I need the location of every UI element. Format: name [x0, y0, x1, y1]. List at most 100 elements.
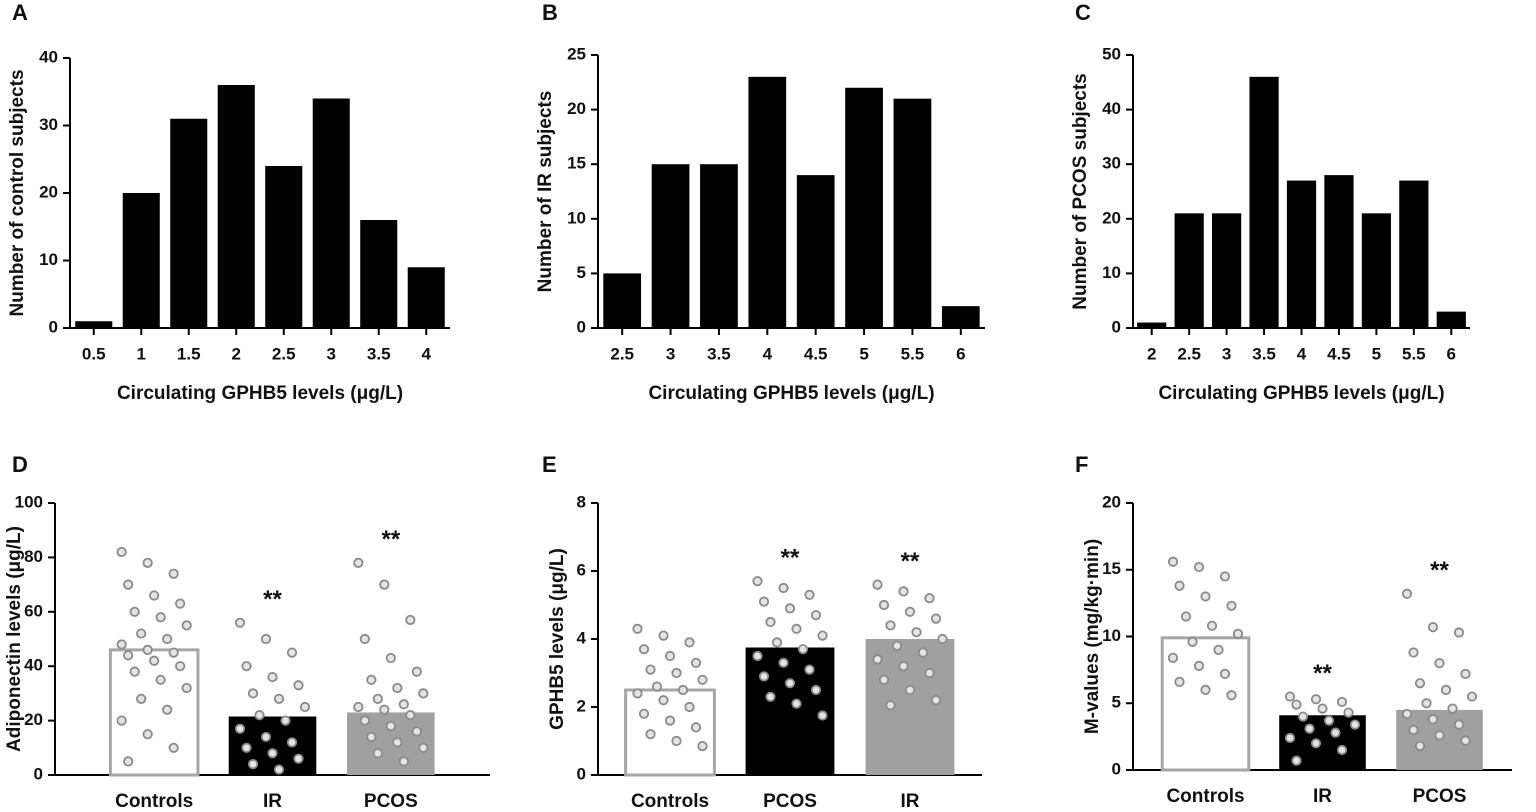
- data-point: [398, 756, 409, 767]
- data-point: [353, 557, 364, 568]
- data-point: [1200, 591, 1211, 602]
- x-tick-label: 2: [1147, 344, 1156, 363]
- x-tick-label: 5.5: [901, 344, 925, 363]
- data-point: [937, 633, 948, 645]
- x-tick-label: 2.5: [1177, 344, 1201, 363]
- data-point: [175, 661, 186, 672]
- data-point: [418, 688, 429, 699]
- significance: **: [381, 526, 400, 553]
- data-point: [778, 582, 789, 594]
- data-point: [392, 737, 403, 748]
- data-point: [1219, 571, 1231, 582]
- data-point: [372, 748, 383, 759]
- data-point: [1401, 588, 1413, 599]
- x-tick-label: IR: [1313, 786, 1332, 807]
- data-point: [1434, 730, 1445, 741]
- data-point: [234, 723, 246, 734]
- panel-letter: B: [542, 0, 558, 25]
- data-point: [810, 610, 822, 621]
- data-point: [168, 647, 179, 658]
- data-point: [385, 652, 396, 664]
- x-tick-label: IR: [263, 791, 282, 812]
- x-axis-label: Circulating GPHB5 levels (μg/L): [1158, 383, 1444, 404]
- bar: [75, 321, 113, 328]
- data-point: [651, 681, 663, 692]
- x-axis-label: Circulating GPHB5 levels (μg/L): [648, 383, 934, 404]
- data-point: [142, 729, 153, 740]
- bar: [1174, 213, 1204, 328]
- data-point: [181, 682, 192, 694]
- y-tick-label: 0: [49, 317, 58, 336]
- y-tick-label: 6: [577, 560, 586, 579]
- data-point: [671, 667, 682, 679]
- data-point: [885, 620, 896, 631]
- data-point: [1336, 696, 1348, 708]
- x-tick-label: PCOS: [763, 791, 817, 812]
- data-point: [1167, 652, 1179, 663]
- data-point: [1434, 658, 1445, 669]
- data-point: [267, 671, 278, 683]
- data-point: [411, 726, 422, 737]
- data-point: [162, 704, 173, 715]
- data-point: [797, 644, 809, 655]
- bar: [170, 118, 208, 328]
- data-point: [241, 742, 252, 753]
- y-tick-label: 15: [567, 154, 586, 173]
- data-point: [286, 737, 298, 748]
- bar: [1324, 175, 1354, 328]
- data-point: [1349, 719, 1361, 730]
- data-point: [260, 731, 272, 743]
- bar: [265, 166, 303, 328]
- data-point: [1180, 611, 1192, 622]
- data-point: [638, 644, 650, 655]
- x-tick-label: 4.5: [1327, 344, 1351, 363]
- data-point: [1310, 738, 1322, 749]
- data-point: [129, 606, 140, 617]
- data-point: [293, 753, 304, 764]
- data-point: [1226, 600, 1237, 611]
- data-point: [1401, 708, 1413, 720]
- y-tick-label: 20: [39, 182, 58, 201]
- data-point: [247, 688, 259, 699]
- data-point: [878, 674, 890, 685]
- y-tick-label: 10: [1102, 263, 1121, 282]
- data-point: [353, 701, 364, 713]
- data-point: [1304, 723, 1315, 734]
- data-point: [1427, 714, 1439, 725]
- bar: [1286, 180, 1317, 328]
- data-point: [149, 590, 160, 601]
- x-tick-label: 2.5: [610, 344, 634, 363]
- panel-letter: F: [1075, 452, 1088, 477]
- data-point: [632, 623, 643, 634]
- y-tick-label: 25: [567, 44, 586, 63]
- data-point: [1408, 647, 1419, 658]
- data-point: [411, 666, 422, 677]
- x-tick-label: Controls: [115, 791, 193, 812]
- x-tick-label: 3: [327, 344, 336, 363]
- bar: [1361, 213, 1391, 328]
- data-point: [872, 654, 883, 665]
- y-tick-label: 0: [577, 317, 586, 336]
- data-point: [1317, 703, 1328, 714]
- data-point: [1323, 715, 1335, 726]
- data-point: [123, 650, 134, 661]
- data-point: [697, 674, 708, 685]
- data-point: [162, 633, 173, 645]
- data-point: [418, 742, 429, 753]
- x-tick-label: Controls: [1166, 786, 1244, 807]
- bar: [108, 648, 200, 777]
- y-tick-label: 40: [39, 47, 58, 66]
- panel-letter: E: [542, 452, 557, 477]
- data-point: [684, 701, 695, 713]
- data-point: [1414, 740, 1426, 752]
- data-point: [924, 593, 935, 604]
- data-point: [241, 661, 252, 672]
- data-point: [398, 699, 409, 710]
- y-tick-label: 8: [577, 492, 586, 511]
- data-point: [1284, 732, 1296, 744]
- data-point: [1213, 644, 1224, 655]
- y-tick-label: 50: [1102, 44, 1121, 63]
- x-tick-label: 6: [1447, 344, 1456, 363]
- y-tick-label: 0: [1112, 317, 1121, 336]
- significance: **: [781, 545, 800, 572]
